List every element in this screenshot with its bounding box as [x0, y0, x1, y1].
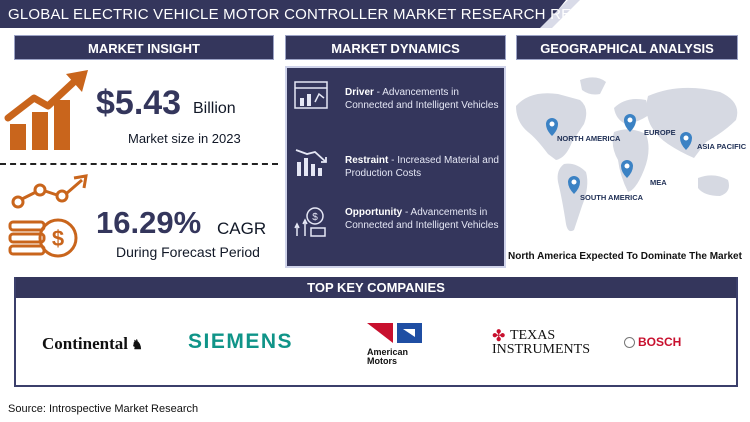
section-header-top-key-companies: TOP KEY COMPANIES	[16, 277, 736, 298]
continental-logo: Continental ♞	[42, 334, 143, 353]
region-europe: EUROPE	[644, 128, 676, 137]
american-motors-emblem-icon	[367, 323, 422, 343]
insight-divider	[0, 163, 278, 165]
market-size-caption: Market size in 2023	[128, 131, 241, 146]
texas-state-icon: ✤	[492, 328, 506, 345]
region-north-america: NORTH AMERICA	[557, 134, 621, 143]
bosch-armature-icon	[624, 337, 635, 348]
section-header-geographical-analysis: GEOGRAPHICAL ANALYSIS	[516, 35, 738, 60]
svg-text:$: $	[312, 212, 318, 223]
source-note: Source: Introspective Market Research	[8, 403, 199, 415]
market-size-value: $5.43	[96, 84, 182, 122]
growth-bar-chart-icon	[4, 70, 88, 150]
section-header-market-dynamics: MARKET DYNAMICS	[285, 35, 506, 60]
region-south-america: SOUTH AMERICA	[580, 193, 644, 202]
american-motors-line2: Motors	[367, 356, 397, 366]
horse-icon: ♞	[127, 337, 143, 352]
american-motors-line1: American	[367, 347, 409, 357]
siemens-logo: SIEMENS	[188, 330, 294, 353]
dynamics-restraint: Restraint - Increased Material and Produ…	[345, 155, 499, 179]
cagr-caption: During Forecast Period	[116, 244, 260, 260]
dynamics-driver: Driver - Advancements in Connected and I…	[345, 87, 499, 111]
region-asia-pacific: ASIA PACIFIC	[697, 142, 747, 151]
title-banner	[0, 0, 566, 28]
world-map	[516, 77, 738, 232]
dynamics-opportunity: Opportunity - Advancements in Connected …	[345, 207, 499, 231]
bosch-logo: BOSCH	[624, 335, 681, 349]
report-title: GLOBAL ELECTRIC VEHICLE MOTOR CONTROLLER…	[8, 6, 614, 23]
cagr-value: 16.29%	[96, 205, 202, 240]
coin-growth-icon: $	[8, 174, 88, 258]
geo-caption: North America Expected To Dominate The M…	[508, 251, 742, 262]
market-size-unit: Billion	[193, 100, 236, 117]
market-dynamics-panel: Driver - Advancements in Connected and I…	[285, 66, 506, 268]
dashboard-analytics-icon	[294, 81, 328, 109]
section-header-market-insight: MARKET INSIGHT	[14, 35, 274, 60]
american-motors-logo: American Motors	[367, 323, 422, 366]
svg-text:$: $	[52, 226, 64, 251]
region-mea: MEA	[650, 178, 667, 187]
cagr-unit: CAGR	[217, 219, 267, 238]
declining-chart-icon	[295, 149, 327, 176]
growth-opportunity-icon: $	[294, 207, 326, 237]
